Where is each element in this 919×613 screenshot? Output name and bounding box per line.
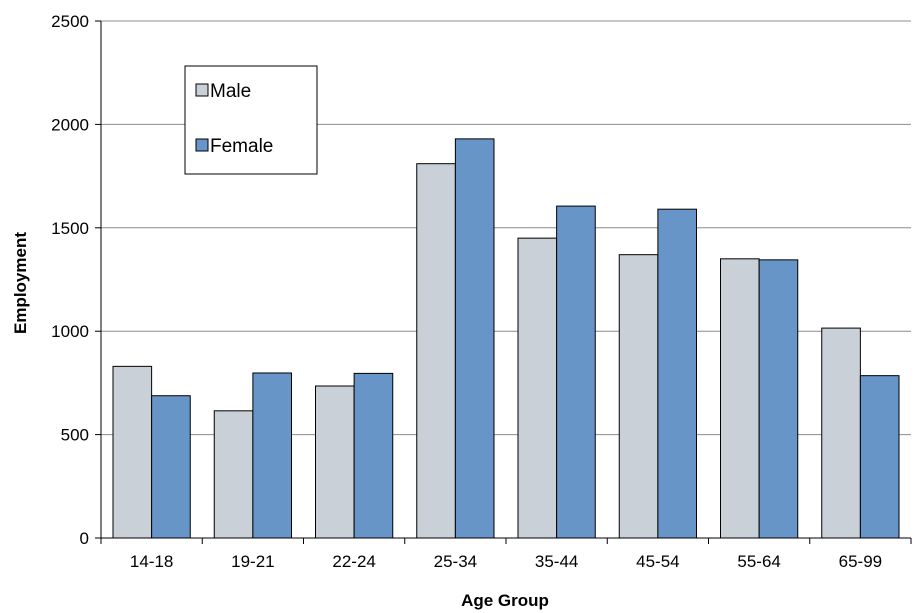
x-tick-label: 22-24: [332, 552, 375, 571]
bar-male-22-24: [315, 385, 355, 539]
bar-male-14-18: [112, 365, 153, 539]
y-tick-label: 2000: [51, 115, 89, 134]
y-tick-label: 1500: [51, 219, 89, 238]
bar-female-25-34: [454, 138, 495, 539]
bar-female-22-24: [353, 372, 394, 539]
x-axis-title: Age Group: [461, 591, 549, 610]
bar-female-35-44: [556, 205, 596, 539]
y-tick-label: 500: [61, 426, 89, 445]
y-tick-label: 2500: [51, 12, 89, 31]
x-tick-label: 35-44: [535, 552, 578, 571]
bars: [112, 138, 900, 539]
legend-box: [184, 65, 318, 175]
y-tick-labels: 0 500 1000 1500 2000 2500: [51, 12, 89, 548]
x-tick-label: 25-34: [434, 552, 477, 571]
bar-male-19-21: [213, 410, 254, 539]
bar-male-55-64: [720, 258, 760, 539]
legend-label-male: Male: [210, 81, 251, 102]
x-tick-label: 45-54: [636, 552, 679, 571]
bar-female-19-21: [252, 372, 292, 539]
bar-male-45-54: [618, 254, 659, 539]
legend: Male Female: [184, 65, 318, 175]
legend-label-female: Female: [210, 136, 273, 157]
x-tick-label: 65-99: [839, 552, 882, 571]
y-axis-title: Employment: [11, 232, 30, 334]
y-tick-label: 1000: [51, 322, 89, 341]
legend-swatch-female: [195, 138, 209, 152]
x-tick-label: 55-64: [737, 552, 780, 571]
x-tick-label: 19-21: [231, 552, 274, 571]
bar-female-65-99: [859, 375, 900, 539]
bar-female-14-18: [151, 395, 191, 539]
x-tick-label: 14-18: [130, 552, 173, 571]
bar-female-45-54: [657, 208, 697, 539]
bar-female-55-64: [758, 259, 799, 539]
y-tick-label: 0: [80, 529, 89, 548]
bar-male-25-34: [416, 163, 456, 539]
axes: [95, 20, 912, 544]
x-tick-labels: 14-18 19-21 22-24 25-34 35-44 45-54 55-64 65-99: [130, 552, 882, 571]
bar-male-35-44: [517, 237, 558, 539]
bar-male-65-99: [821, 327, 861, 539]
legend-swatch-male: [195, 83, 209, 97]
